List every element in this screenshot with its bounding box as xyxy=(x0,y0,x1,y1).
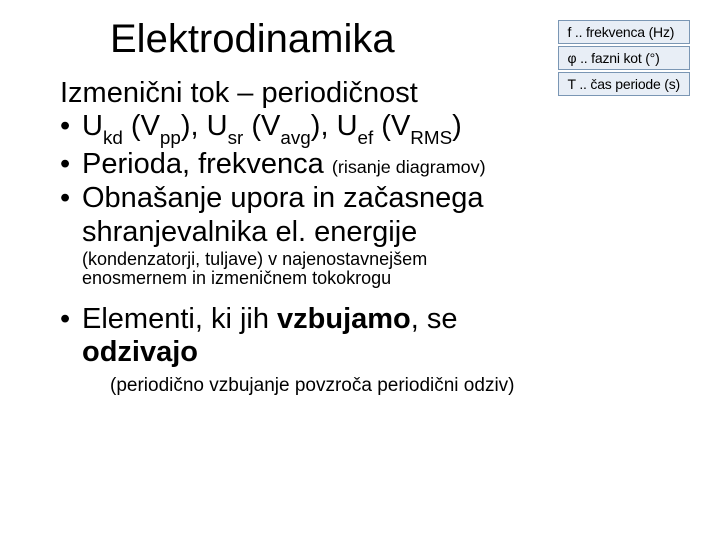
b4-mid: , se xyxy=(411,303,458,335)
close1: ), xyxy=(181,110,207,142)
legend-frequency: f .. frekvenca (Hz) xyxy=(558,20,690,44)
bullet-resistor-storage: Obnašanje upora in začasnega shranjevaln… xyxy=(60,182,690,249)
period-small: (risanje diagramov) xyxy=(332,157,486,177)
capacitors-coils-note: (kondenzatorji, tuljave) v najenostavnej… xyxy=(82,250,690,289)
bullet-period-frequency: Perioda, frekvenca (risanje diagramov) xyxy=(60,148,690,181)
note-rest1: v najenostavnejšem xyxy=(263,249,427,269)
legend-period: T .. čas periode (s) xyxy=(558,72,690,96)
bullet-list: Ukd (Vpp), Usr (Vavg), Uef (VRMS) Period… xyxy=(60,110,690,248)
close2: ), xyxy=(311,110,337,142)
bullet-elements-excite: Elementi, ki jih vzbujamo, se odzivajo xyxy=(60,303,690,370)
footer-note: (periodično vzbujanje povzroča periodičn… xyxy=(110,375,690,397)
bullet-list-2: Elementi, ki jih vzbujamo, se odzivajo xyxy=(60,303,690,370)
sub-ef: ef xyxy=(358,127,374,148)
vpp-open: (V xyxy=(123,110,160,142)
sub-rms: RMS xyxy=(410,127,452,148)
sub-sr: sr xyxy=(228,127,244,148)
vrms-open: (V xyxy=(373,110,410,142)
sub-avg: avg xyxy=(280,127,310,148)
b3-line1: Obnašanje upora in začasnega xyxy=(82,182,483,214)
sub-pp: pp xyxy=(160,127,181,148)
vavg-open: (V xyxy=(243,110,280,142)
sym-u1: U xyxy=(82,110,103,142)
b4-bold2: odzivajo xyxy=(82,336,198,368)
close3: ) xyxy=(452,110,462,142)
note-small-part: (kondenzatorji, tuljave) xyxy=(82,249,263,269)
sym-u3: U xyxy=(337,110,358,142)
bullet-voltage-symbols: Ukd (Vpp), Usr (Vavg), Uef (VRMS) xyxy=(60,110,690,146)
sub-kd: kd xyxy=(103,127,123,148)
period-main: Perioda, frekvenca xyxy=(82,148,332,180)
b4-bold1: vzbujamo xyxy=(277,303,411,335)
b3-line2: shranjevalnika el. energije xyxy=(82,216,690,249)
sym-u2: U xyxy=(207,110,228,142)
legend-box: f .. frekvenca (Hz) φ .. fazni kot (°) T… xyxy=(558,20,690,96)
b4-pre: Elementi, ki jih xyxy=(82,303,277,335)
legend-phase-angle: φ .. fazni kot (°) xyxy=(558,46,690,70)
note-rest2: enosmernem in izmeničnem tokokrogu xyxy=(82,268,391,288)
